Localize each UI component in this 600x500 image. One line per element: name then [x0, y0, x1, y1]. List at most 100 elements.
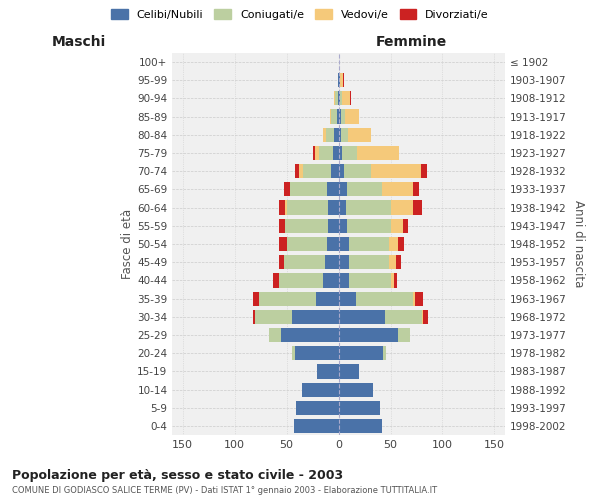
- Bar: [335, 92, 338, 106]
- Bar: [323, 128, 326, 142]
- Bar: [281, 328, 338, 342]
- Bar: [325, 255, 338, 270]
- Bar: [328, 218, 338, 233]
- Bar: [313, 146, 314, 160]
- Bar: [338, 400, 380, 415]
- Bar: [280, 218, 284, 233]
- Bar: [294, 419, 338, 433]
- Text: Popolazione per età, sesso e stato civile - 2003: Popolazione per età, sesso e stato civil…: [12, 470, 343, 482]
- Bar: [394, 274, 397, 287]
- Bar: [341, 110, 345, 124]
- Bar: [421, 164, 427, 178]
- Bar: [284, 218, 328, 233]
- Bar: [292, 310, 338, 324]
- Bar: [338, 164, 344, 178]
- Bar: [280, 255, 284, 270]
- Bar: [337, 110, 338, 124]
- Bar: [423, 310, 428, 324]
- Bar: [413, 292, 415, 306]
- Bar: [292, 346, 295, 360]
- Bar: [350, 92, 351, 106]
- Bar: [316, 292, 338, 306]
- Bar: [280, 274, 323, 287]
- Bar: [319, 146, 334, 160]
- Bar: [338, 146, 341, 160]
- Bar: [383, 346, 386, 360]
- Text: Maschi: Maschi: [52, 35, 106, 49]
- Bar: [349, 255, 389, 270]
- Bar: [391, 274, 394, 287]
- Bar: [422, 310, 423, 324]
- Bar: [317, 364, 338, 378]
- Bar: [371, 164, 421, 178]
- Bar: [338, 346, 383, 360]
- Bar: [347, 218, 391, 233]
- Bar: [253, 310, 256, 324]
- Bar: [269, 328, 281, 342]
- Y-axis label: Fasce di età: Fasce di età: [121, 209, 134, 279]
- Bar: [338, 364, 359, 378]
- Bar: [415, 292, 423, 306]
- Bar: [327, 237, 338, 251]
- Bar: [347, 182, 382, 196]
- Bar: [334, 92, 335, 106]
- Bar: [398, 237, 404, 251]
- Bar: [331, 110, 337, 124]
- Text: COMUNE DI GODIASCO SALICE TERME (PV) - Dati ISTAT 1° gennaio 2003 - Elaborazione: COMUNE DI GODIASCO SALICE TERME (PV) - D…: [12, 486, 437, 495]
- Bar: [338, 218, 347, 233]
- Bar: [382, 182, 413, 196]
- Bar: [334, 146, 338, 160]
- Bar: [284, 255, 325, 270]
- Bar: [396, 255, 401, 270]
- Bar: [295, 164, 299, 178]
- Bar: [343, 73, 344, 88]
- Bar: [256, 310, 292, 324]
- Legend: Celibi/Nubili, Coniugati/e, Vedovi/e, Divorziati/e: Celibi/Nubili, Coniugati/e, Vedovi/e, Di…: [108, 6, 492, 23]
- Bar: [346, 200, 391, 214]
- Bar: [287, 200, 328, 214]
- Bar: [385, 310, 422, 324]
- Bar: [338, 128, 341, 142]
- Bar: [338, 328, 398, 342]
- Bar: [357, 146, 399, 160]
- Bar: [389, 237, 398, 251]
- Bar: [338, 310, 385, 324]
- Bar: [338, 73, 340, 88]
- Bar: [295, 346, 338, 360]
- Bar: [327, 182, 338, 196]
- Bar: [340, 92, 341, 106]
- Bar: [413, 182, 419, 196]
- Bar: [338, 237, 349, 251]
- Bar: [348, 128, 371, 142]
- Bar: [328, 200, 338, 214]
- Bar: [338, 182, 347, 196]
- Bar: [302, 382, 338, 396]
- Bar: [341, 92, 350, 106]
- Bar: [398, 328, 410, 342]
- Bar: [338, 292, 356, 306]
- Bar: [330, 110, 331, 124]
- Bar: [284, 200, 287, 214]
- Bar: [299, 164, 303, 178]
- Text: Femmine: Femmine: [376, 35, 448, 49]
- Bar: [338, 110, 341, 124]
- Bar: [338, 200, 346, 214]
- Bar: [334, 128, 338, 142]
- Bar: [391, 200, 413, 214]
- Bar: [296, 400, 338, 415]
- Bar: [338, 255, 349, 270]
- Bar: [284, 182, 290, 196]
- Bar: [273, 274, 280, 287]
- Bar: [349, 274, 391, 287]
- Bar: [253, 292, 259, 306]
- Bar: [338, 382, 373, 396]
- Bar: [389, 255, 396, 270]
- Bar: [413, 200, 422, 214]
- Bar: [259, 292, 316, 306]
- Bar: [331, 164, 338, 178]
- Bar: [338, 274, 349, 287]
- Bar: [356, 292, 413, 306]
- Bar: [338, 419, 382, 433]
- Bar: [303, 164, 331, 178]
- Bar: [280, 237, 287, 251]
